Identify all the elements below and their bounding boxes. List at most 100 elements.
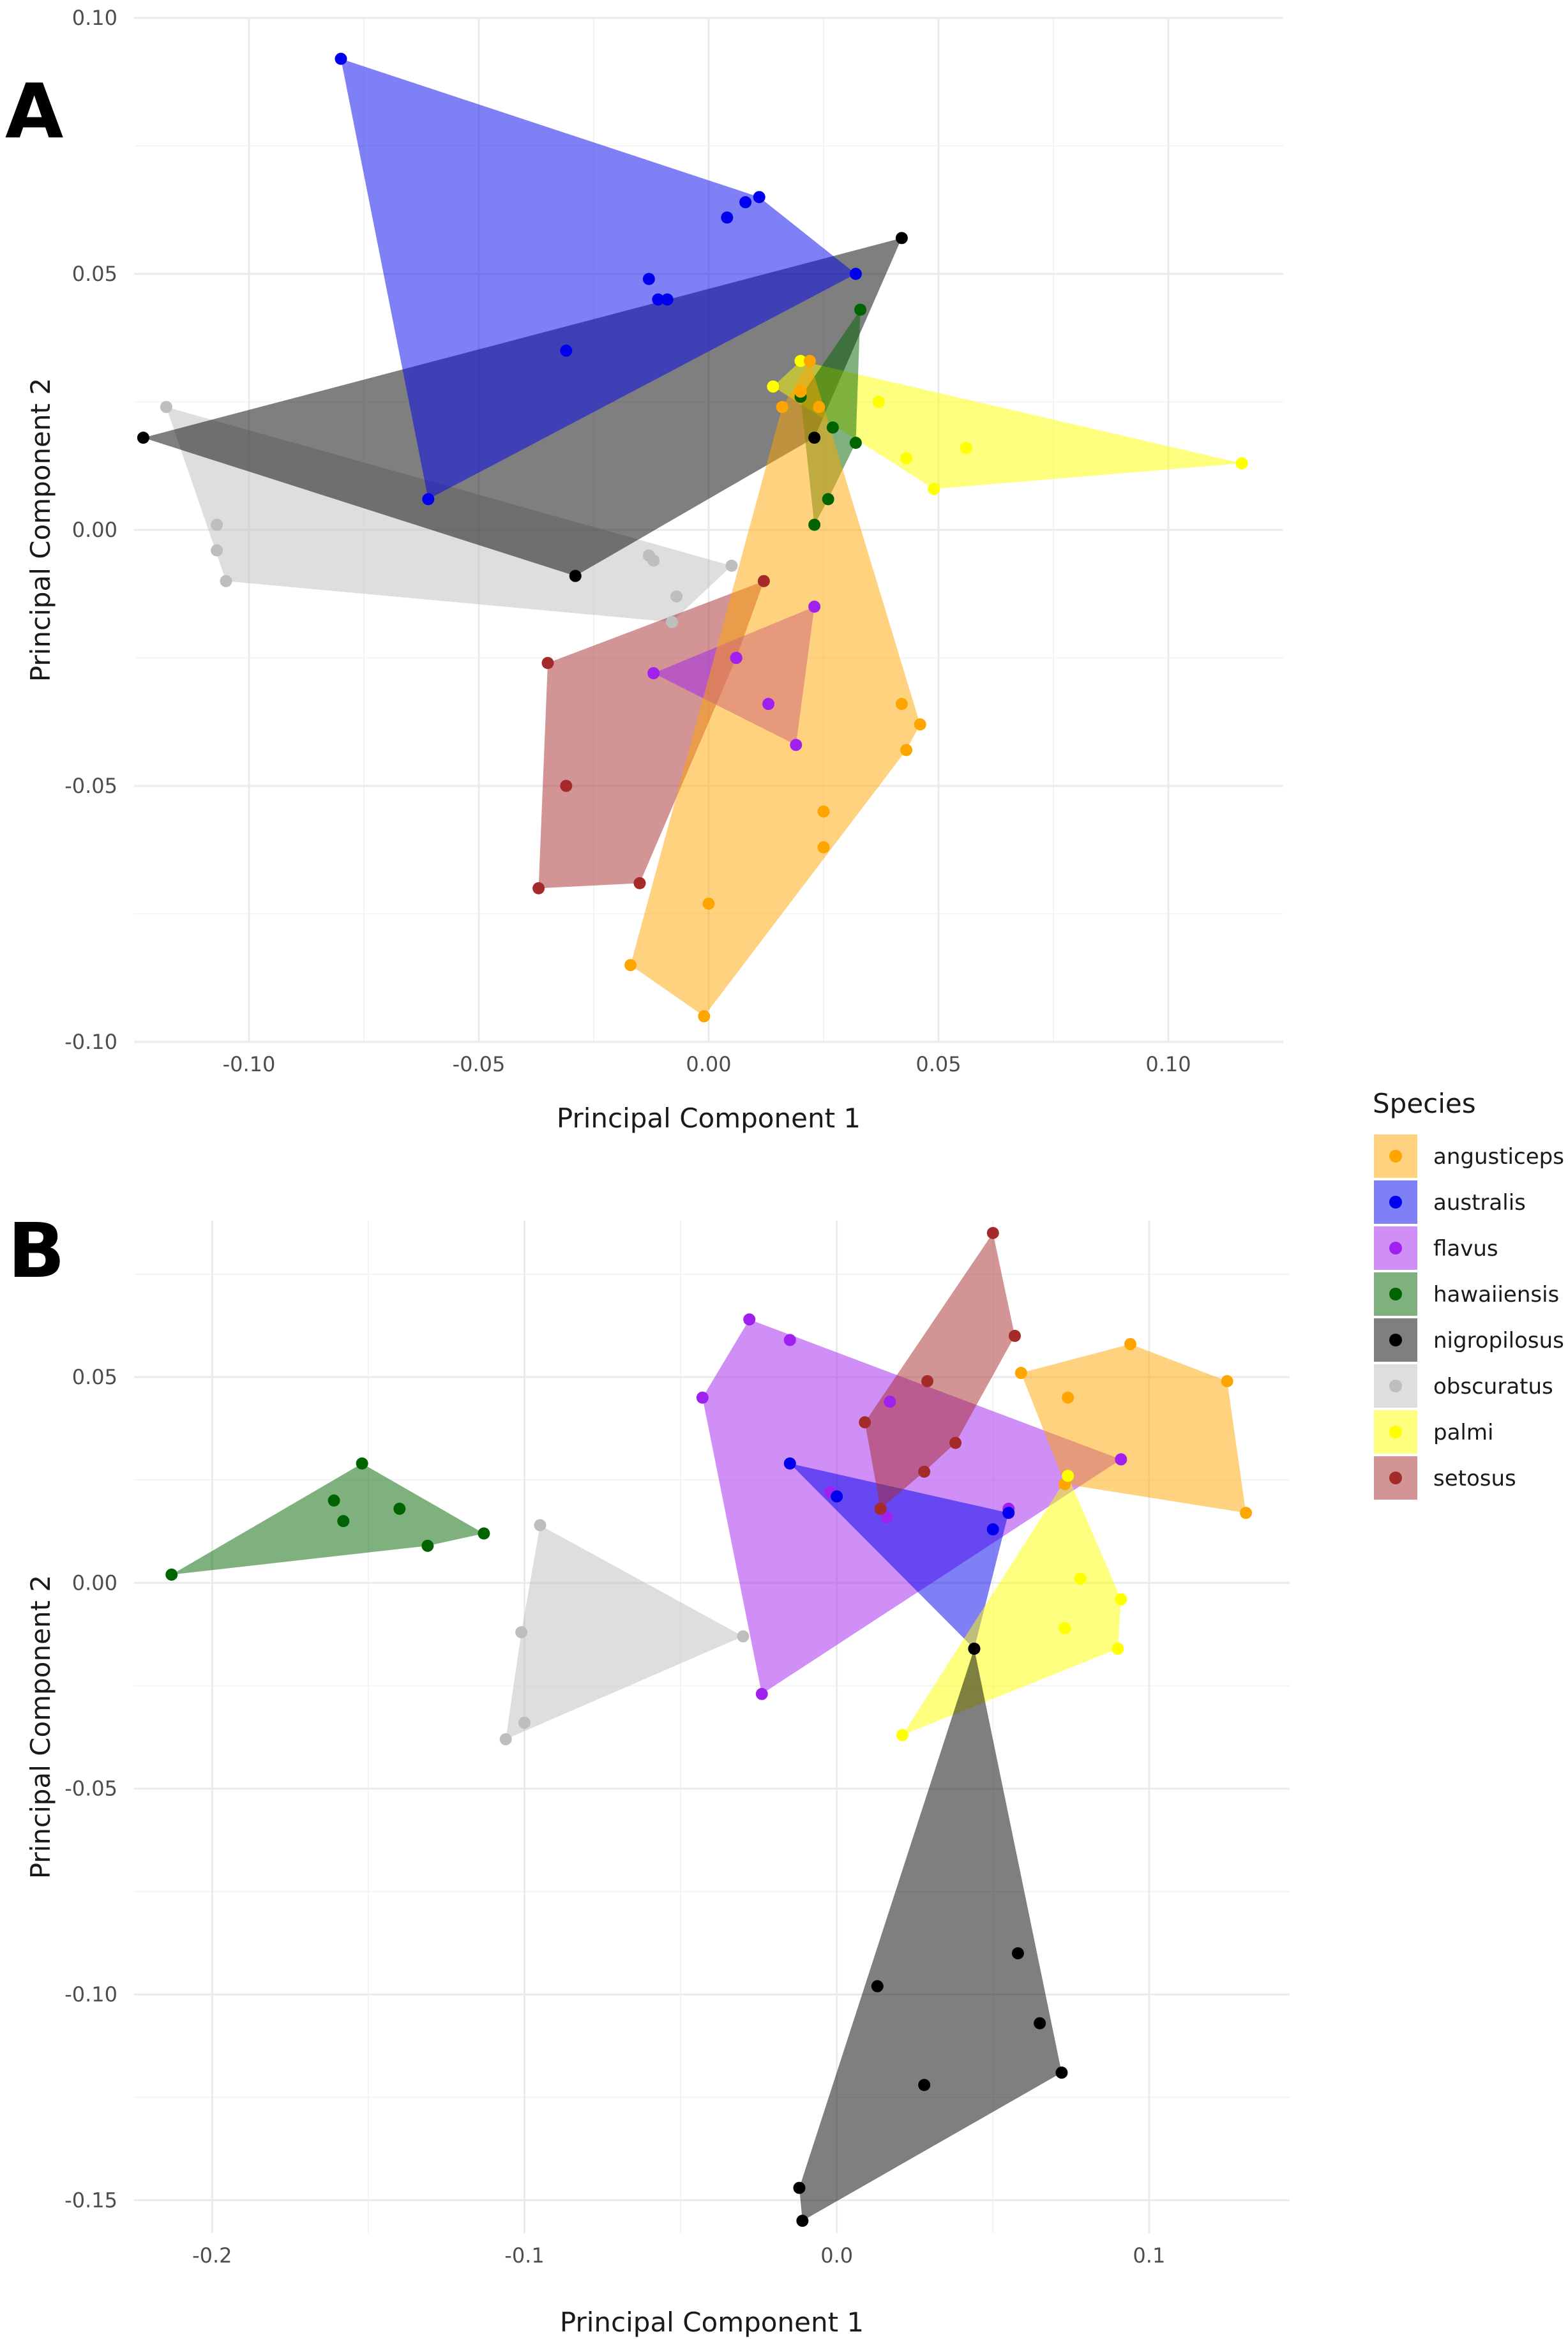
species-hulls: [171, 1233, 1246, 2221]
point-flavus: [790, 739, 803, 751]
x-tick-label: -0.1: [504, 2243, 544, 2268]
point-australis: [1002, 1507, 1015, 1519]
point-hawaiiensis: [854, 303, 867, 316]
point-setosus: [949, 1436, 962, 1449]
y-tick-label: -0.10: [64, 1030, 117, 1054]
species-hulls: [143, 59, 1242, 1016]
x-tick-label: 0.10: [1145, 1052, 1191, 1076]
point-angusticeps: [1240, 1507, 1253, 1519]
y-tick-label: -0.15: [64, 2188, 117, 2212]
point-australis: [560, 344, 573, 357]
y-tick-label: 0.00: [72, 518, 117, 542]
point-flavus: [884, 1396, 896, 1408]
legend-label: australis: [1433, 1190, 1526, 1216]
point-flavus: [783, 1334, 796, 1346]
legend-item-obscuratus: obscuratus: [1374, 1364, 1553, 1408]
point-hawaiiensis: [478, 1527, 490, 1540]
point-palmi: [794, 354, 807, 367]
point-australis: [783, 1457, 796, 1470]
point-nigropilosus: [1055, 2067, 1068, 2079]
point-hawaiiensis: [822, 493, 834, 506]
point-palmi: [928, 483, 940, 495]
point-hawaiiensis: [826, 421, 839, 434]
x-axis-title: Principal Component 1: [560, 2307, 864, 2338]
point-nigropilosus: [871, 1980, 884, 1992]
point-setosus: [541, 657, 554, 670]
y-axis-title: Principal Component 2: [25, 1575, 56, 1879]
legend-dot: [1389, 1196, 1402, 1209]
legend-item-setosus: setosus: [1374, 1456, 1516, 1500]
point-hawaiiensis: [808, 518, 821, 531]
point-hawaiiensis: [393, 1502, 406, 1515]
point-australis: [849, 267, 862, 280]
point-flavus: [762, 698, 775, 711]
point-australis: [422, 493, 435, 506]
x-tick-label: -0.10: [223, 1052, 276, 1076]
point-obscuratus: [670, 590, 683, 603]
point-palmi: [1115, 1593, 1127, 1606]
point-obscuratus: [518, 1717, 531, 1729]
point-nigropilosus: [895, 232, 908, 245]
point-australis: [642, 273, 655, 285]
point-palmi: [767, 380, 780, 393]
legend-label: nigropilosus: [1433, 1328, 1564, 1353]
point-obscuratus: [211, 544, 223, 557]
legend-item-hawaiiensis: hawaiiensis: [1374, 1272, 1559, 1316]
point-obscuratus: [220, 575, 232, 587]
point-obscuratus: [647, 554, 660, 567]
hull-setosus: [864, 1233, 1015, 1509]
data-points: [137, 52, 1248, 1023]
point-angusticeps: [895, 698, 908, 711]
x-tick-label: 0.0: [820, 2243, 853, 2268]
hull-angusticeps: [1021, 1344, 1246, 1513]
point-angusticeps: [817, 805, 830, 818]
x-tick-label: 0.05: [916, 1052, 961, 1076]
legend-title: Species: [1373, 1088, 1476, 1119]
point-obscuratus: [737, 1630, 750, 1643]
hull-australis: [790, 1463, 1009, 1649]
point-australis: [721, 211, 734, 224]
panel-label: B: [8, 1207, 65, 1295]
x-tick-label: -0.2: [192, 2243, 232, 2268]
y-tick-label: 0.00: [72, 1570, 117, 1595]
point-angusticeps: [794, 385, 807, 398]
point-australis: [739, 196, 752, 209]
y-tick-label: -0.05: [64, 774, 117, 798]
legend-item-australis: australis: [1374, 1180, 1526, 1224]
point-setosus: [560, 780, 573, 792]
point-angusticeps: [1014, 1367, 1027, 1380]
point-obscuratus: [160, 401, 172, 414]
legend-item-angusticeps: angusticeps: [1374, 1134, 1564, 1178]
legend-label: setosus: [1433, 1466, 1516, 1491]
point-angusticeps: [813, 401, 825, 414]
hull-palmi: [773, 361, 1242, 489]
panel-label: A: [5, 67, 63, 155]
point-hawaiiensis: [165, 1568, 178, 1581]
hull-obscuratus: [506, 1525, 743, 1740]
legend-dot: [1389, 1426, 1402, 1438]
point-nigropilosus: [918, 2079, 931, 2091]
point-obscuratus: [534, 1519, 547, 1532]
x-tick-label: 0.00: [686, 1052, 731, 1076]
point-angusticeps: [1221, 1375, 1233, 1387]
point-angusticeps: [803, 354, 816, 367]
point-nigropilosus: [808, 432, 821, 444]
point-setosus: [918, 1465, 931, 1478]
legend-label: palmi: [1433, 1420, 1493, 1445]
point-palmi: [1074, 1572, 1087, 1585]
point-flavus: [1115, 1453, 1127, 1466]
legend-label: flavus: [1433, 1236, 1498, 1262]
point-flavus: [696, 1391, 709, 1404]
y-tick-label: -0.05: [64, 1777, 117, 1801]
legend-dot: [1389, 1380, 1402, 1392]
panel-b: -0.2 -0.1 0.0 0.1 -0.15 -0.10 -0.05 0.00 0.05 Pri…: [8, 1207, 1290, 2338]
x-tick-label: 0.1: [1133, 2243, 1165, 2268]
point-nigropilosus: [968, 1643, 981, 1655]
point-setosus: [874, 1502, 887, 1515]
point-australis: [661, 293, 674, 306]
point-flavus: [808, 600, 821, 613]
point-angusticeps: [914, 718, 926, 731]
legend-label: obscuratus: [1433, 1374, 1553, 1399]
point-nigropilosus: [793, 2181, 806, 2194]
